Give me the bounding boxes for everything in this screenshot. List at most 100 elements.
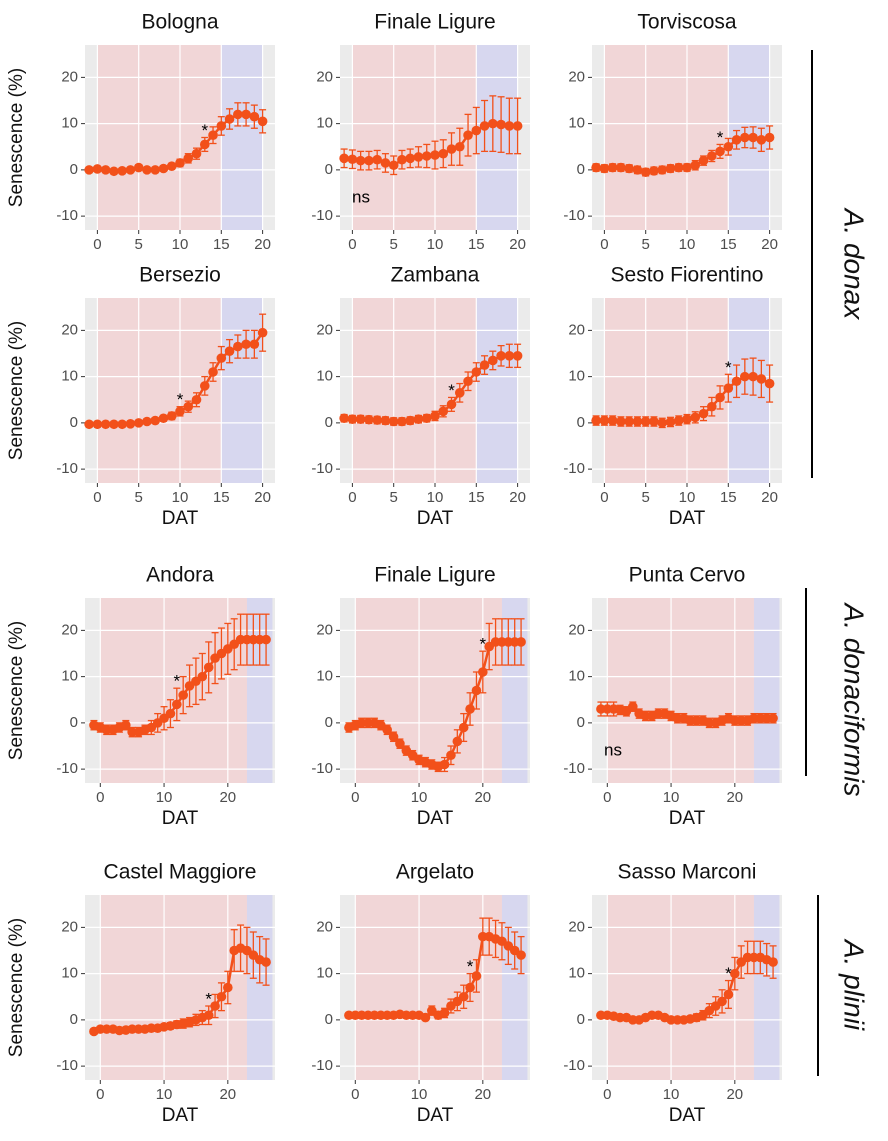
data-point — [715, 392, 725, 403]
y-tick-label: 20 — [61, 321, 78, 338]
data-point — [706, 401, 717, 412]
data-point — [117, 419, 127, 430]
data-point — [216, 121, 227, 131]
data-point — [640, 416, 651, 427]
data-point — [673, 162, 684, 173]
data-point — [446, 144, 457, 154]
data-point — [261, 957, 271, 967]
x-axis-label: DAT — [417, 808, 454, 829]
data-point — [632, 416, 643, 427]
annotation: * — [467, 957, 474, 976]
data-point — [241, 339, 251, 350]
x-tick-label: 20 — [254, 489, 271, 506]
data-point — [224, 114, 235, 124]
x-tick-label: 5 — [642, 236, 650, 253]
y-tick-label: 20 — [316, 621, 333, 638]
data-point — [698, 408, 709, 419]
data-point — [397, 416, 407, 427]
data-point — [717, 996, 727, 1007]
x-tick-label: 20 — [254, 236, 271, 253]
data-point — [454, 141, 465, 152]
period-band — [97, 45, 222, 230]
y-tick-label: 10 — [61, 965, 78, 982]
data-point — [690, 412, 701, 423]
data-point — [261, 634, 271, 645]
x-tick-label: 20 — [474, 789, 491, 806]
data-point — [465, 704, 475, 714]
data-point — [203, 1010, 214, 1021]
x-tick-label: 20 — [219, 789, 236, 806]
y-tick-label: 10 — [568, 965, 585, 982]
annotation: ns — [352, 187, 370, 206]
data-point — [257, 116, 268, 127]
x-tick-label: 15 — [468, 489, 485, 506]
panel-title: Torviscosa — [637, 11, 737, 34]
data-point — [458, 991, 469, 1002]
annotation: * — [177, 390, 184, 409]
x-axis-label: DAT — [417, 508, 454, 529]
data-point — [92, 419, 103, 430]
x-tick-label: 15 — [213, 236, 230, 253]
x-tick-label: 20 — [726, 1086, 743, 1103]
data-point — [233, 109, 243, 120]
data-point — [731, 376, 742, 387]
data-point — [665, 417, 676, 427]
x-tick-label: 5 — [135, 489, 143, 506]
y-tick-label: 0 — [577, 161, 585, 178]
y-tick-label: 20 — [61, 621, 78, 638]
data-point — [748, 132, 758, 143]
data-point — [723, 141, 734, 152]
x-tick-label: 20 — [509, 489, 526, 506]
annotation: * — [725, 358, 732, 377]
data-point — [452, 736, 463, 747]
data-point — [512, 351, 523, 361]
x-axis-label: DAT — [669, 508, 706, 529]
data-point — [413, 414, 424, 424]
y-tick-label: 0 — [325, 1011, 333, 1028]
y-tick-label: 0 — [70, 714, 78, 731]
x-tick-label: 5 — [390, 236, 398, 253]
data-point — [628, 701, 638, 712]
y-tick-label: 0 — [325, 414, 333, 431]
data-point — [446, 399, 457, 410]
x-tick-label: 10 — [156, 1086, 173, 1103]
data-point — [479, 121, 490, 131]
data-point — [496, 351, 506, 361]
x-tick-label: 15 — [720, 236, 737, 253]
annotation: * — [201, 121, 208, 140]
panel-title: Andora — [146, 564, 214, 587]
y-tick-label: 20 — [61, 68, 78, 85]
data-point — [516, 637, 526, 647]
data-point — [165, 708, 176, 719]
y-tick-label: -10 — [311, 760, 333, 777]
data-point — [197, 671, 208, 682]
panel-title: Sasso Marconi — [618, 861, 757, 884]
data-point — [347, 414, 358, 424]
y-tick-label: 20 — [61, 918, 78, 935]
x-tick-label: 20 — [726, 789, 743, 806]
data-point — [421, 413, 432, 424]
y-tick-label: -10 — [56, 760, 78, 777]
period-band — [607, 895, 754, 1080]
data-point — [233, 341, 243, 352]
data-point — [183, 153, 194, 164]
panel-title: Bologna — [141, 11, 218, 34]
y-tick-label: 10 — [61, 115, 78, 132]
data-point — [682, 414, 692, 424]
data-point — [133, 418, 144, 428]
data-point — [430, 150, 440, 160]
data-point — [439, 1008, 450, 1018]
period-band — [604, 45, 729, 230]
panel-title: Finale Ligure — [374, 11, 495, 34]
data-point — [698, 155, 709, 166]
y-tick-label: -10 — [563, 460, 585, 477]
data-point — [150, 165, 161, 175]
data-point — [471, 125, 482, 136]
data-point — [471, 971, 482, 981]
x-tick-label: 15 — [213, 489, 230, 506]
data-point — [430, 411, 440, 421]
data-point — [84, 419, 94, 430]
panel-title: Castel Maggiore — [104, 861, 257, 884]
data-point — [125, 165, 136, 175]
data-point — [458, 722, 469, 733]
